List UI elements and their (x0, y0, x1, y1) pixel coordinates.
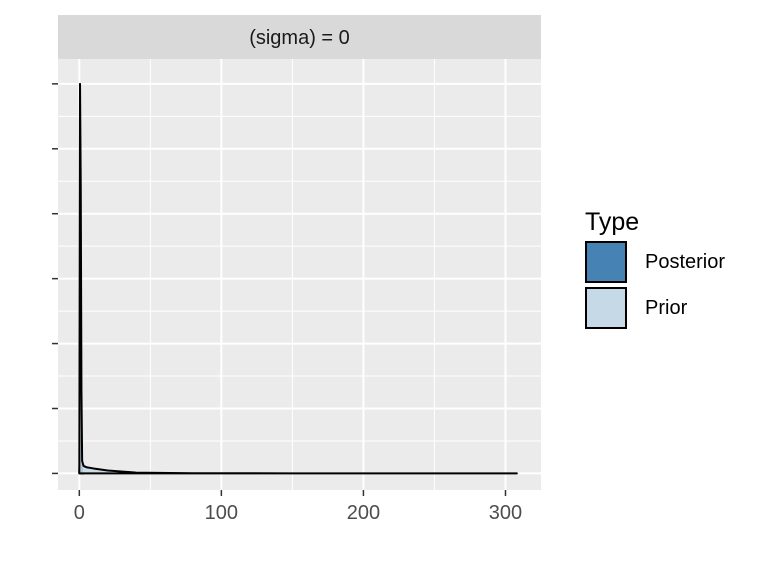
x-tick-label: 300 (489, 502, 522, 524)
x-tick-label: 0 (74, 502, 85, 524)
axis-ticks (52, 83, 507, 496)
legend-key-posterior (585, 241, 627, 283)
x-tick-labels: 0 100 200 300 (74, 502, 522, 524)
legend-key-prior (585, 287, 627, 329)
plot-panel (58, 59, 541, 490)
x-tick-label: 200 (347, 502, 380, 524)
x-tick-label: 100 (205, 502, 238, 524)
legend-label-posterior: Posterior (645, 250, 726, 273)
facet-strip-label: (sigma) = 0 (249, 27, 350, 49)
legend-label-prior: Prior (645, 296, 688, 319)
minor-gridlines (58, 59, 541, 490)
facet-strip (58, 15, 541, 59)
legend-item-posterior: Posterior (585, 239, 725, 285)
legend-title: Type (585, 208, 640, 236)
legend-item-prior: Prior (585, 285, 725, 331)
density-areas (78, 82, 518, 475)
density-area-prior (78, 82, 518, 475)
legend: Type Posterior Prior (585, 205, 725, 331)
